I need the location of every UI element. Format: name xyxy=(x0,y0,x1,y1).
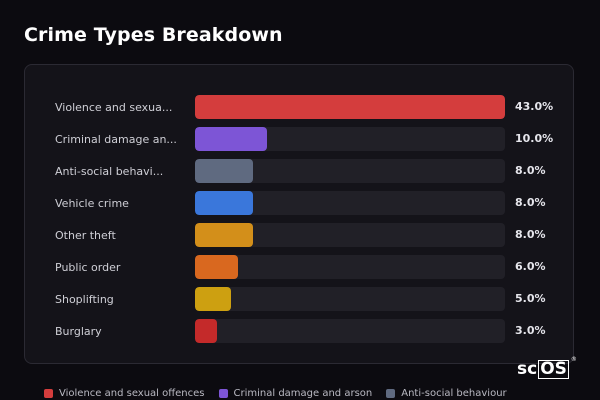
bar-row: Burglary 3.0% xyxy=(25,319,575,345)
bar-track xyxy=(195,287,505,311)
bar-row: Criminal damage an... 10.0% xyxy=(25,127,575,153)
bar-value-label: 10.0% xyxy=(515,132,554,145)
bar-track xyxy=(195,127,505,151)
legend-label: Violence and sexual offences xyxy=(59,387,205,399)
bar-value-label: 43.0% xyxy=(515,100,554,113)
bar-value-label: 8.0% xyxy=(515,228,546,241)
brand-prefix: sc xyxy=(517,359,538,379)
chart-title: Crime Types Breakdown xyxy=(24,24,283,46)
bar-row: Violence and sexua... 43.0% xyxy=(25,95,575,121)
bar-track xyxy=(195,223,505,247)
bar-row: Public order 6.0% xyxy=(25,255,575,281)
legend-swatch xyxy=(386,388,396,398)
bar-track xyxy=(195,255,505,279)
bar xyxy=(195,223,253,247)
bar-track xyxy=(195,319,505,343)
bar-track xyxy=(195,95,505,119)
bar-category-label: Vehicle crime xyxy=(55,197,129,210)
bar xyxy=(195,127,268,151)
chart-legend: Violence and sexual offences Criminal dam… xyxy=(44,386,521,400)
bar xyxy=(195,319,217,343)
legend-label: Anti-social behaviour xyxy=(401,387,507,399)
bar-category-label: Burglary xyxy=(55,325,102,338)
bar-row: Anti-social behavi... 8.0% xyxy=(25,159,575,185)
bar xyxy=(195,255,239,279)
bar-category-label: Other theft xyxy=(55,229,116,242)
legend-swatch xyxy=(218,388,228,398)
bar-category-label: Violence and sexua... xyxy=(55,101,173,114)
legend-swatch xyxy=(44,388,53,398)
brand-box: OS xyxy=(538,358,569,379)
bar xyxy=(195,95,505,119)
bar-track xyxy=(195,159,505,183)
legend-item: Criminal damage and arson xyxy=(218,387,373,399)
bar-value-label: 3.0% xyxy=(515,324,546,337)
chart-card: Violence and sexua... 43.0% Criminal damag… xyxy=(24,64,574,364)
bar-row: Shoplifting 5.0% xyxy=(25,287,575,313)
bar-value-label: 8.0% xyxy=(515,196,546,209)
bar xyxy=(195,287,231,311)
bar-category-label: Public order xyxy=(55,261,121,274)
bar-track xyxy=(195,191,505,215)
bar xyxy=(195,191,253,215)
brand-logo: sc OS ® xyxy=(517,356,577,380)
bar-category-label: Criminal damage an... xyxy=(55,133,177,146)
legend-label: Criminal damage and arson xyxy=(233,387,373,399)
legend-item: Violence and sexual offences xyxy=(44,388,205,399)
bar-row: Other theft 8.0% xyxy=(25,223,575,249)
brand-registered-mark: ® xyxy=(570,356,577,363)
legend-item: Anti-social behaviour xyxy=(386,387,507,399)
bar-category-label: Shoplifting xyxy=(55,293,114,306)
bar xyxy=(195,159,253,183)
bar-value-label: 6.0% xyxy=(515,260,546,273)
bar-value-label: 8.0% xyxy=(515,164,546,177)
bar-value-label: 5.0% xyxy=(515,292,546,305)
bar-category-label: Anti-social behavi... xyxy=(55,165,164,178)
bar-row: Vehicle crime 8.0% xyxy=(25,191,575,217)
brand-boxed-text: OS xyxy=(540,358,567,379)
